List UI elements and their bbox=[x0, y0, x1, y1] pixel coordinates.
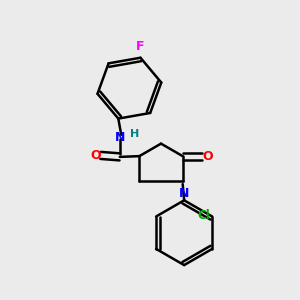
Text: O: O bbox=[90, 149, 101, 162]
Text: H: H bbox=[130, 129, 139, 139]
Text: N: N bbox=[115, 131, 125, 144]
Text: F: F bbox=[136, 40, 145, 53]
Text: Cl: Cl bbox=[197, 208, 210, 221]
Text: O: O bbox=[202, 150, 213, 163]
Text: N: N bbox=[179, 187, 189, 200]
